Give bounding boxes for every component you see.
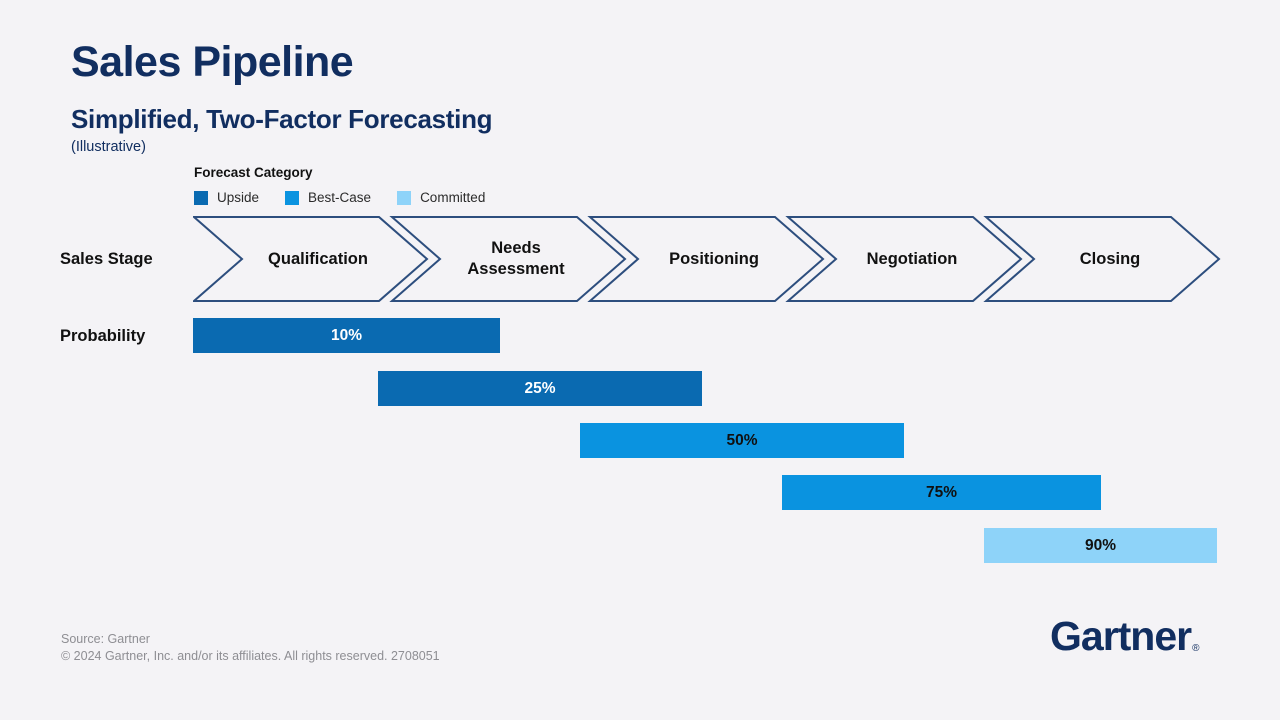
probability-bar-closing: 90% <box>984 528 1217 563</box>
bar-value-label: 50% <box>726 431 758 449</box>
probability-bars: 10% 25% 50% 75% 90% <box>193 318 1223 563</box>
sales-stage-row-label: Sales Stage <box>60 250 153 268</box>
gartner-logo-text: Gartner <box>1050 613 1192 659</box>
committed-swatch-icon <box>397 190 412 205</box>
probability-bar-qualification: 10% <box>193 318 500 353</box>
registered-trademark-icon: ® <box>1192 643 1200 654</box>
legend-label: Committed <box>420 190 486 205</box>
chevron-shape-needs-assessment <box>389 216 627 302</box>
legend-title: Forecast Category <box>194 165 313 180</box>
source-line: Source: Gartner <box>61 632 150 646</box>
stage-label-positioning: Positioning <box>669 249 759 268</box>
probability-bar-negotiation: 75% <box>782 475 1101 510</box>
page-subtitle: Simplified, Two-Factor Forecasting <box>71 104 493 134</box>
gartner-logo: Gartner ® <box>1050 613 1199 660</box>
legend-label: Best-Case <box>308 190 372 205</box>
stage-label-needs-assessment: Needs Assessment <box>467 239 565 278</box>
legend-label: Upside <box>217 190 260 205</box>
chevron-arrows-graphic <box>193 216 1221 302</box>
footer-attribution: Source: Gartner © 2024 Gartner, Inc. and… <box>61 631 440 664</box>
probability-row-label: Probability <box>60 327 146 345</box>
bar-value-label: 25% <box>524 379 556 397</box>
page-title: Sales Pipeline <box>71 38 354 86</box>
probability-bar-positioning: 50% <box>580 423 904 458</box>
upside-swatch-icon <box>194 190 208 205</box>
legend-item-best-case: Best-Case <box>285 190 371 205</box>
chevron-shape-negotiation <box>785 216 1023 302</box>
forecast-category-legend: Forecast Category Upside Best-Case Commi… <box>194 165 485 205</box>
sales-stage-chevrons: Qualification Needs Assessment Positioni… <box>193 215 1223 303</box>
legend-items: Upside Best-Case Committed <box>194 190 485 205</box>
chevron-shape-qualification <box>193 216 429 302</box>
chevron-shape-positioning <box>587 216 825 302</box>
copyright-line: © 2024 Gartner, Inc. and/or its affiliat… <box>61 648 440 663</box>
probability-bar-needs-assessment: 25% <box>378 371 702 406</box>
bar-value-label: 75% <box>925 483 958 501</box>
legend-item-upside: Upside <box>194 190 259 205</box>
stage-label-qualification: Qualification <box>268 249 368 268</box>
illustrative-note: (Illustrative) <box>71 139 146 155</box>
stage-label-negotiation: Negotiation <box>866 249 958 268</box>
legend-item-committed: Committed <box>397 190 485 205</box>
bar-value-label: 90% <box>1084 536 1117 554</box>
bar-value-label: 10% <box>330 326 363 344</box>
best-case-swatch-icon <box>285 190 300 205</box>
chevron-shape-closing <box>983 216 1221 302</box>
stage-label-closing: Closing <box>1079 249 1141 268</box>
